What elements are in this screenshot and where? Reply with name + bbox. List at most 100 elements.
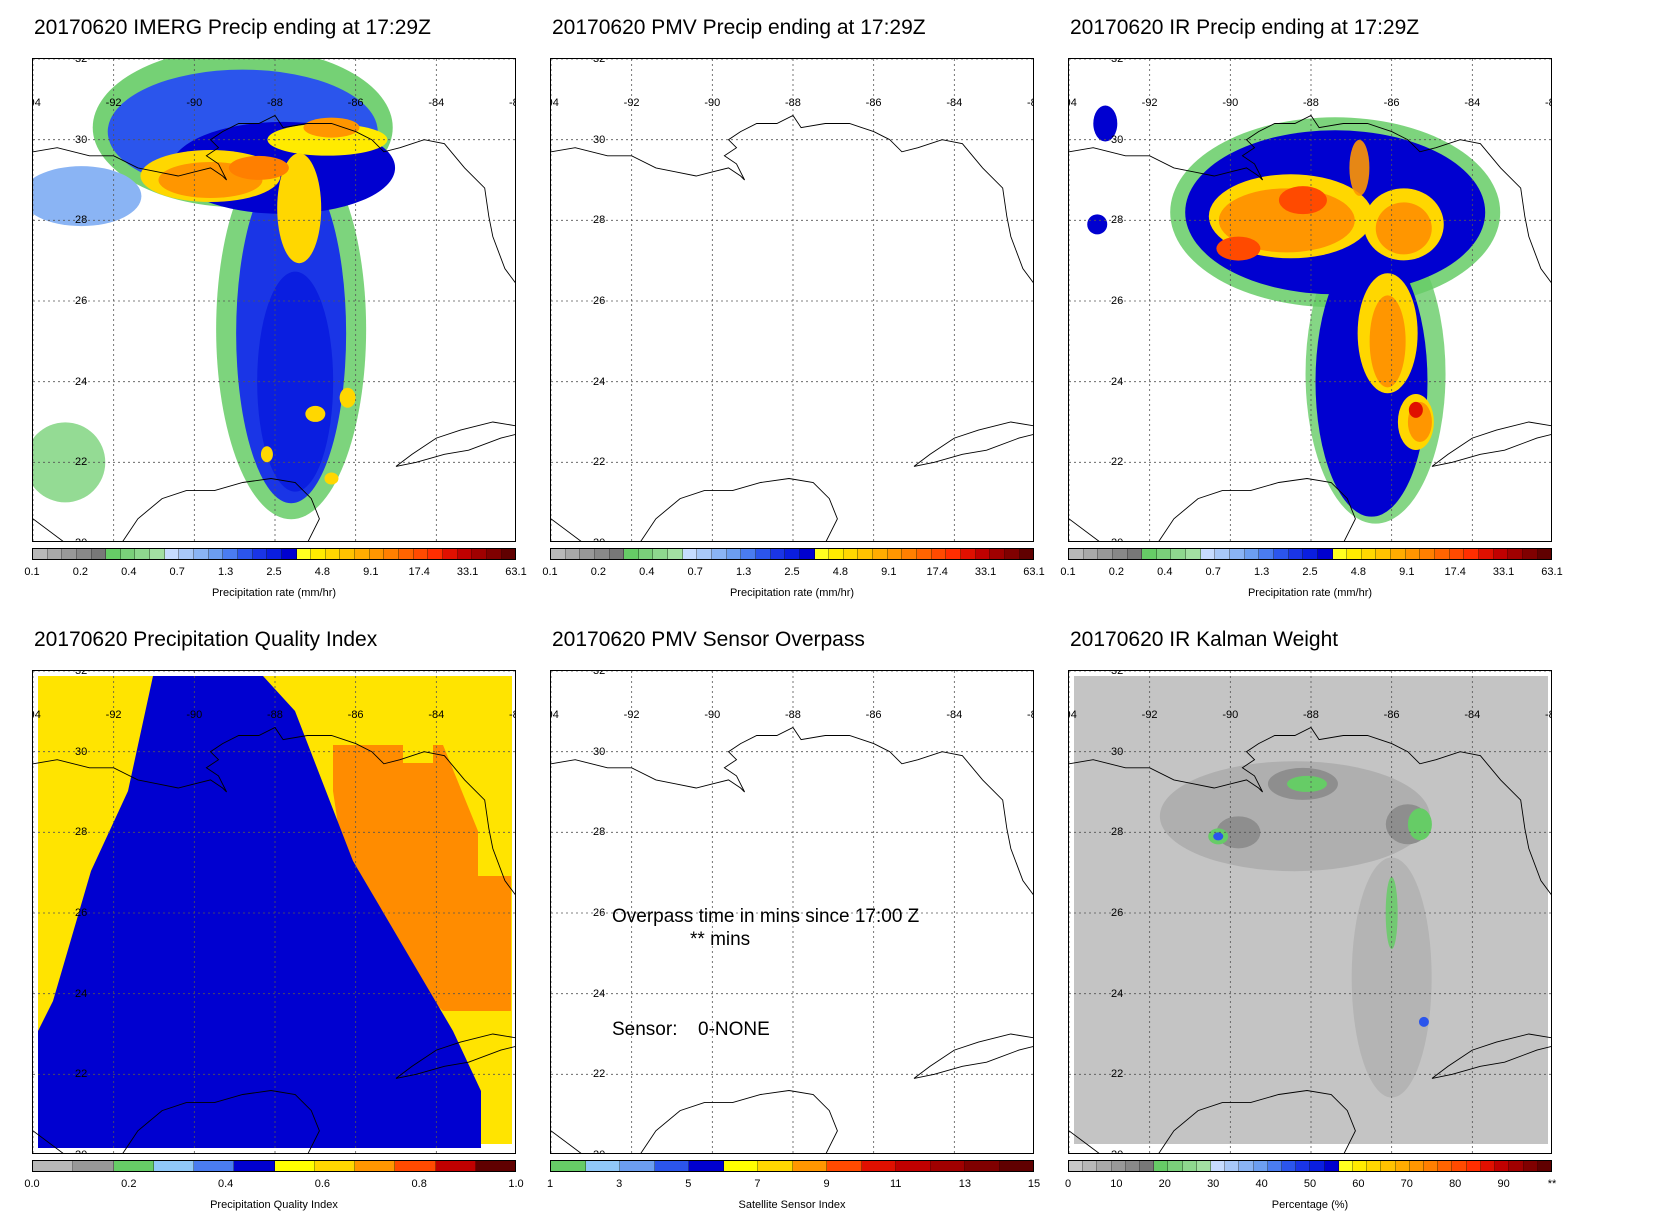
lat-label: 32 [1111, 670, 1124, 677]
colorbar-swatch [296, 549, 312, 559]
panel-kalman-weight: 20170620 IR Kalman Weight -94 -92 -90 -88 -8… [1036, 612, 1556, 1212]
colorbar [32, 548, 516, 560]
colorbar-swatch [1452, 1161, 1467, 1171]
lon-label: -84 [1464, 709, 1481, 721]
colorbar [550, 1160, 1034, 1172]
colorbar-swatch [1083, 549, 1099, 559]
colorbar-swatch [1004, 549, 1020, 559]
lon-label: -84 [946, 709, 963, 721]
lat-label: 30 [1111, 133, 1124, 146]
colorbar-swatch [1420, 549, 1436, 559]
map-canvas [33, 671, 515, 1153]
colorbar-swatch [668, 549, 683, 559]
colorbar-swatch [785, 549, 800, 559]
colorbar-tick-label: 0.8 [411, 1178, 427, 1190]
colorbar-swatch [965, 1161, 1000, 1171]
lon-label: -94 [33, 709, 41, 721]
colorbar-ticks: 0 10 20 30 40 50 60 70 80 90 ** [1064, 1178, 1556, 1192]
colorbar-swatch [1196, 1161, 1212, 1171]
colorbar-swatch [1381, 1161, 1396, 1171]
colorbar-swatch [457, 549, 473, 559]
panel-pmv-precip: 20170620 PMV Precip ending at 17:29Z -94… [518, 0, 1044, 600]
colorbar-tick-label: 0.4 [121, 566, 137, 578]
colorbar-tick-label: 9 [823, 1178, 830, 1190]
colorbar [550, 548, 1034, 560]
lat-label: 20 [75, 537, 87, 541]
panel-title: 20170620 IR Kalman Weight [1070, 628, 1339, 651]
colorbar-swatch [435, 1161, 476, 1171]
lat-label: 30 [75, 745, 88, 758]
colorbar-swatch [931, 549, 947, 559]
colorbar-swatch [843, 549, 859, 559]
colorbar-swatch [237, 549, 253, 559]
colorbar-swatch [829, 549, 844, 559]
colorbar-title: Precipitation Quality Index [210, 1199, 338, 1211]
colorbar-swatch [697, 549, 713, 559]
sensor-label-text: Sensor: [612, 1019, 678, 1040]
colorbar-tick-label: 33.1 [456, 566, 479, 578]
colorbar-tick-label: 0.1 [542, 566, 558, 578]
map-canvas [33, 59, 515, 541]
lat-label: 28 [593, 214, 606, 227]
colorbar-tick-label: 0 [1064, 1178, 1072, 1190]
colorbar-swatch [1069, 549, 1084, 559]
colorbar-tick-label: 1 [546, 1178, 554, 1190]
colorbar-swatch [1111, 1161, 1126, 1171]
colorbar-tick-label: 0.1 [24, 566, 40, 578]
colorbar-swatch [551, 1161, 586, 1171]
colorbar-swatch [1296, 1161, 1311, 1171]
colorbar-tick-label: 9.1 [363, 566, 379, 578]
lat-label: 28 [1111, 826, 1124, 839]
colorbar-swatch [252, 549, 268, 559]
colorbar-swatch [1478, 549, 1494, 559]
colorbar-swatch [1273, 549, 1289, 559]
lon-label: -86 [1383, 97, 1400, 109]
colorbar-tick-label: 63.1 [505, 566, 527, 578]
lat-label: 28 [1111, 214, 1124, 227]
lon-label: -88 [267, 97, 283, 109]
colorbar-swatch [858, 549, 874, 559]
lat-label: 32 [593, 670, 606, 677]
colorbar-swatch [1495, 1161, 1510, 1171]
lon-label: -88 [785, 709, 801, 721]
colorbar-tick-label: 0.7 [687, 566, 703, 578]
colorbar-title: Satellite Sensor Index [738, 1199, 846, 1211]
colorbar-tick-label: 17.4 [926, 566, 948, 578]
lat-label: 24 [593, 987, 606, 1000]
lat-label: 26 [1111, 907, 1124, 919]
colorbar-swatch [896, 1161, 931, 1171]
map-area: -94 -92 -90 -88 -86 -84 -82 32 30 28 26 24 22 20 [550, 58, 1034, 542]
colorbar-swatch [758, 1161, 793, 1171]
lon-label: -92 [623, 709, 640, 721]
colorbar-swatch [887, 549, 903, 559]
colorbar-tick-label: 17.4 [408, 566, 430, 578]
colorbar-tick-label: 0.4 [639, 566, 655, 578]
colorbar-swatch [311, 549, 326, 559]
colorbar-swatch [1069, 1161, 1084, 1171]
colorbar-tick-label: 60 [1352, 1178, 1365, 1190]
colorbar-swatch [1522, 549, 1538, 559]
lon-label: -94 [1069, 709, 1077, 721]
colorbar-tick-label: 17.4 [1444, 566, 1466, 578]
lon-label: -90 [704, 709, 721, 721]
colorbar-swatch [741, 549, 756, 559]
overpass-time-text: Overpass time in mins since 17:00 Z [612, 906, 920, 927]
colorbar-swatch [585, 1161, 620, 1171]
colorbar-tick-label: 0.2 [1108, 566, 1125, 578]
colorbar-tick-label: 10 [1110, 1178, 1123, 1190]
colorbar-tick-label: 0.7 [1205, 566, 1221, 578]
colorbar-swatch [1424, 1161, 1439, 1171]
panel-title: 20170620 IMERG Precip ending at 17:29Z [34, 16, 431, 39]
colorbar-tick-label: 0.4 [1157, 566, 1173, 578]
colorbar-swatch [1182, 1161, 1197, 1171]
colorbar-swatch [314, 1161, 355, 1171]
colorbar-swatch [120, 549, 136, 559]
lat-label: 24 [1111, 987, 1124, 1000]
colorbar-swatch [33, 549, 48, 559]
colorbar-tick-label: 3 [616, 1178, 623, 1190]
lat-label: 32 [75, 670, 88, 677]
lon-label: -92 [105, 709, 122, 721]
colorbar-swatch [653, 549, 669, 559]
colorbar-swatch [654, 1161, 689, 1171]
colorbar-swatch [33, 1161, 74, 1171]
